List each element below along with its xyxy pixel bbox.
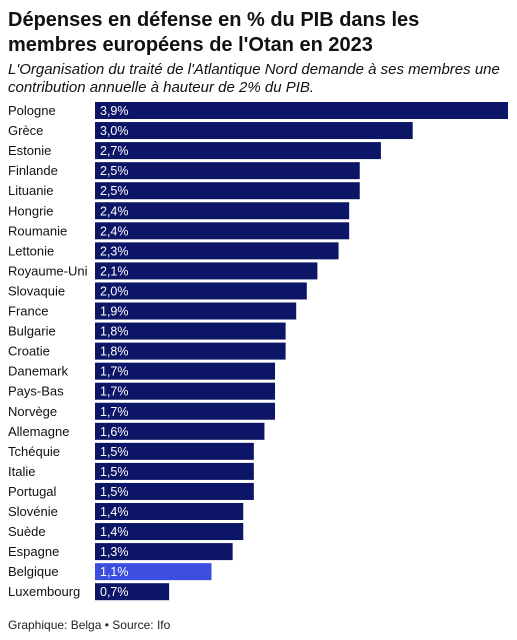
value-label-norvege: 1,7% <box>100 405 129 419</box>
value-label-lettonie: 2,3% <box>100 244 129 258</box>
value-label-tchequie: 1,5% <box>100 445 129 459</box>
bar-france <box>95 302 297 320</box>
bar-bulgarie <box>95 322 286 340</box>
value-label-slovenie: 1,4% <box>100 505 129 519</box>
category-label-croatie: Croatie <box>8 344 50 359</box>
value-label-suede: 1,4% <box>100 525 129 539</box>
bar-pologne <box>95 102 508 119</box>
category-label-italie: Italie <box>8 464 35 479</box>
category-label-belgique: Belgique <box>8 564 59 579</box>
source-credit: Graphique: Belga • Source: Ifo <box>8 618 171 632</box>
category-label-espagne: Espagne <box>8 544 59 559</box>
bar-lituanie <box>95 182 360 200</box>
bar-slovaquie <box>95 282 307 300</box>
value-label-croatie: 1,8% <box>100 345 129 359</box>
value-label-grece: 3,0% <box>100 124 129 138</box>
category-label-slovaquie: Slovaquie <box>8 283 65 298</box>
category-label-slovenie: Slovénie <box>8 504 58 519</box>
category-label-lituanie: Lituanie <box>8 183 54 198</box>
bar-croatie <box>95 342 286 360</box>
chart-title: Dépenses en défense en % du PIB dans les… <box>8 9 420 56</box>
category-label-pays-bas: Pays-Bas <box>8 384 64 399</box>
value-label-hongrie: 2,4% <box>100 204 129 218</box>
value-label-royaume-uni: 2,1% <box>100 264 129 278</box>
bar-roumanie <box>95 222 350 240</box>
category-label-lettonie: Lettonie <box>8 243 54 258</box>
value-label-allemagne: 1,6% <box>100 425 129 439</box>
category-label-royaume-uni: Royaume-Uni <box>8 263 88 278</box>
value-label-pays-bas: 1,7% <box>100 385 129 399</box>
bar-hongrie <box>95 202 350 220</box>
value-label-estonie: 2,7% <box>100 144 129 158</box>
bar-espagne <box>95 543 233 561</box>
category-label-luxembourg: Luxembourg <box>8 584 80 599</box>
chart-subtitle: L'Organisation du traité de l'Atlantique… <box>8 61 500 96</box>
bar-estonie <box>95 142 381 160</box>
category-label-norvege: Norvège <box>8 404 57 419</box>
bar-portugal <box>95 482 254 500</box>
category-label-portugal: Portugal <box>8 484 57 499</box>
category-label-tchequie: Tchéquie <box>8 444 60 459</box>
category-label-hongrie: Hongrie <box>8 203 54 218</box>
value-label-portugal: 1,5% <box>100 485 129 499</box>
value-label-pologne: 3,9% <box>100 104 129 118</box>
category-label-danemark: Danemark <box>8 364 68 379</box>
bar-belgique <box>95 563 212 581</box>
bar-tchequie <box>95 442 254 460</box>
value-label-bulgarie: 1,8% <box>100 325 129 339</box>
category-label-france: France <box>8 304 48 319</box>
bar-pays-bas <box>95 382 276 400</box>
bar-allemagne <box>95 422 265 440</box>
category-label-allemagne: Allemagne <box>8 424 69 439</box>
value-label-slovaquie: 2,0% <box>100 284 129 298</box>
value-label-france: 1,9% <box>100 305 129 319</box>
bar-norvege <box>95 402 276 420</box>
value-label-finlande: 2,5% <box>100 164 129 178</box>
value-label-roumanie: 2,4% <box>100 224 129 238</box>
bar-luxembourg <box>95 583 170 601</box>
category-label-pologne: Pologne <box>8 103 56 118</box>
category-label-roumanie: Roumanie <box>8 223 67 238</box>
bar-italie <box>95 462 254 480</box>
category-label-estonie: Estonie <box>8 143 51 158</box>
bar-suede <box>95 523 244 541</box>
category-label-suede: Suède <box>8 524 46 539</box>
value-label-espagne: 1,3% <box>100 545 129 559</box>
value-label-lituanie: 2,5% <box>100 184 129 198</box>
bar-finlande <box>95 162 360 180</box>
value-label-luxembourg: 0,7% <box>100 585 129 599</box>
bar-grece <box>95 122 413 140</box>
category-label-bulgarie: Bulgarie <box>8 324 56 339</box>
category-label-finlande: Finlande <box>8 163 58 178</box>
bar-slovenie <box>95 503 244 520</box>
category-label-grece: Grèce <box>8 123 43 138</box>
bar-danemark <box>95 362 276 380</box>
value-label-belgique: 1,1% <box>100 565 129 579</box>
bar-lettonie <box>95 242 339 260</box>
value-label-italie: 1,5% <box>100 465 129 479</box>
bar-royaume-uni <box>95 262 318 280</box>
value-label-danemark: 1,7% <box>100 365 129 379</box>
bar-chart: Pologne 3,9% Grèce 3,0% Estonie 2,7% Finlande 2… <box>8 102 508 601</box>
